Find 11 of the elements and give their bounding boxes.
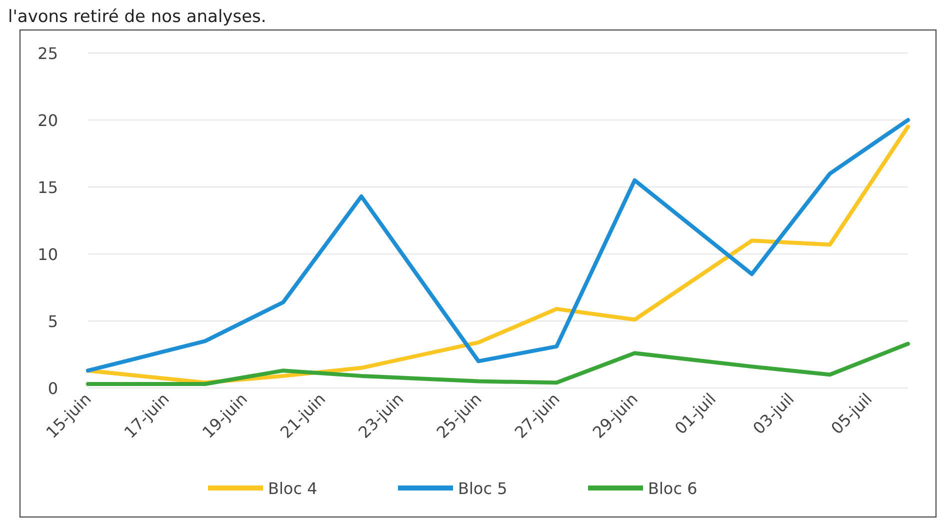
y-tick-label: 0 xyxy=(48,379,58,398)
y-tick-label: 20 xyxy=(38,111,58,130)
text: l'avons retiré de nos analyses. xyxy=(8,7,266,27)
y-tick-label: 15 xyxy=(38,178,58,197)
y-tick-label: 10 xyxy=(38,245,58,264)
legend-label: Bloc 4 xyxy=(268,479,318,498)
y-tick-label: 25 xyxy=(38,44,58,63)
legend-label: Bloc 5 xyxy=(458,479,508,498)
legend-label: Bloc 6 xyxy=(648,479,698,498)
line-series xyxy=(86,342,910,386)
y-tick-label: 5 xyxy=(48,312,58,331)
